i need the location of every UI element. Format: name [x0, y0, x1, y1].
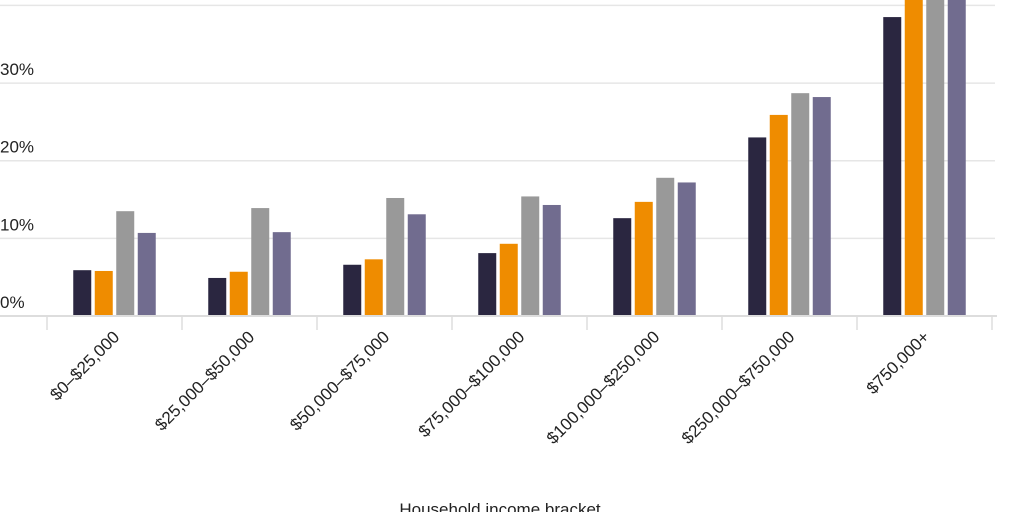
bar — [656, 177, 675, 316]
bar — [343, 264, 362, 316]
bar — [386, 197, 405, 316]
y-tick-label: 40% — [0, 0, 34, 1]
bar — [499, 243, 518, 316]
x-tick-label: $100,000–$250,000 — [543, 327, 663, 447]
bar — [613, 218, 632, 316]
bar — [883, 17, 902, 316]
bar — [791, 93, 810, 316]
bar — [904, 0, 923, 316]
bar — [542, 204, 561, 316]
bar — [229, 271, 248, 316]
bar — [364, 259, 383, 316]
y-tick-label: 20% — [0, 138, 34, 157]
bar — [73, 270, 92, 316]
x-tick-label: $750,000+ — [863, 327, 934, 398]
y-tick-label: 30% — [0, 60, 34, 79]
bar — [748, 137, 767, 316]
bar — [634, 201, 653, 316]
y-tick-label: 0% — [0, 293, 25, 312]
x-tick-label: $75,000–$100,000 — [415, 327, 529, 441]
bar — [137, 232, 156, 316]
x-axis-title: Household income bracket — [399, 500, 601, 512]
bar — [407, 214, 426, 316]
x-tick-label: $250,000–$750,000 — [678, 327, 798, 447]
bar — [251, 208, 270, 316]
bar — [478, 253, 497, 316]
y-tick-label: 10% — [0, 215, 34, 234]
bar — [208, 277, 227, 316]
bar — [94, 270, 113, 316]
bar — [947, 0, 966, 316]
x-tick-label: $25,000–$50,000 — [151, 327, 258, 434]
bar — [272, 232, 291, 316]
bar — [769, 114, 788, 316]
bar — [116, 211, 135, 316]
bar — [521, 196, 540, 316]
x-tick-label: $0–$25,000 — [46, 327, 123, 404]
x-tick-label: $50,000–$75,000 — [286, 327, 393, 434]
bar — [812, 97, 831, 316]
bar — [677, 182, 696, 316]
bar — [926, 0, 945, 316]
